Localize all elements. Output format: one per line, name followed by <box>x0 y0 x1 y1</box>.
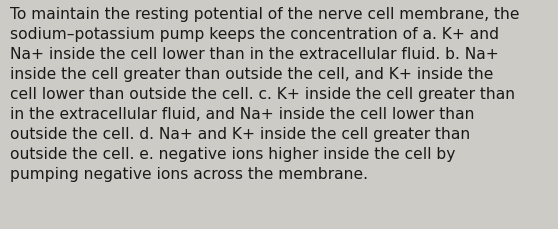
Text: To maintain the resting potential of the nerve cell membrane, the
sodium–potassi: To maintain the resting potential of the… <box>10 7 519 181</box>
